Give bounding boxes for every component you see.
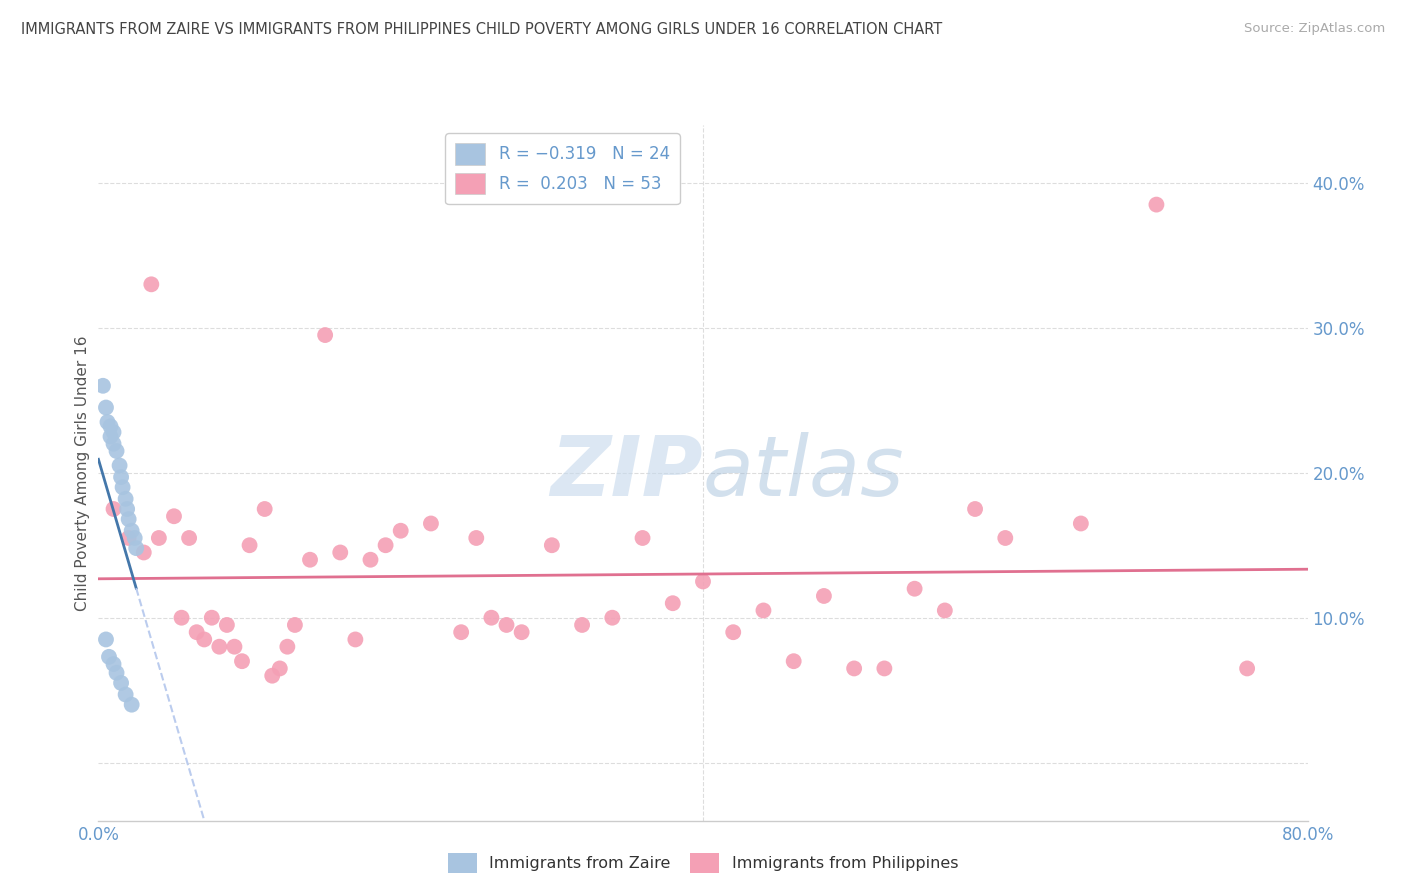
Point bbox=[110, 470, 132, 484]
Point bbox=[224, 640, 246, 654]
Point bbox=[844, 661, 866, 675]
Point bbox=[299, 552, 322, 567]
Point bbox=[96, 415, 118, 429]
Point bbox=[571, 618, 593, 632]
Point bbox=[163, 509, 186, 524]
Point bbox=[450, 625, 472, 640]
Point bbox=[118, 512, 141, 526]
Point bbox=[108, 458, 131, 473]
Point bbox=[420, 516, 443, 531]
Point bbox=[692, 574, 714, 589]
Point bbox=[813, 589, 835, 603]
Point bbox=[98, 649, 121, 664]
Point bbox=[100, 429, 122, 443]
Point bbox=[115, 502, 138, 516]
Point bbox=[276, 640, 298, 654]
Point bbox=[110, 676, 132, 690]
Point bbox=[201, 610, 224, 624]
Y-axis label: Child Poverty Among Girls Under 16: Child Poverty Among Girls Under 16 bbox=[75, 335, 90, 610]
Point bbox=[239, 538, 262, 552]
Point bbox=[103, 502, 125, 516]
Point bbox=[231, 654, 253, 668]
Point bbox=[170, 610, 193, 624]
Point bbox=[121, 698, 143, 712]
Point bbox=[1236, 661, 1258, 675]
Point bbox=[111, 480, 134, 494]
Point bbox=[934, 603, 956, 617]
Point bbox=[105, 665, 128, 680]
Point bbox=[723, 625, 745, 640]
Point bbox=[631, 531, 654, 545]
Point bbox=[783, 654, 806, 668]
Legend: R = −0.319   N = 24, R =  0.203   N = 53: R = −0.319 N = 24, R = 0.203 N = 53 bbox=[446, 133, 679, 204]
Point bbox=[215, 618, 238, 632]
Text: IMMIGRANTS FROM ZAIRE VS IMMIGRANTS FROM PHILIPPINES CHILD POVERTY AMONG GIRLS U: IMMIGRANTS FROM ZAIRE VS IMMIGRANTS FROM… bbox=[21, 22, 942, 37]
Point bbox=[118, 531, 141, 545]
Text: atlas: atlas bbox=[703, 433, 904, 513]
Point bbox=[94, 632, 117, 647]
Point bbox=[253, 502, 276, 516]
Point bbox=[752, 603, 775, 617]
Point bbox=[124, 531, 146, 545]
Point bbox=[662, 596, 685, 610]
Point bbox=[114, 491, 136, 506]
Point bbox=[495, 618, 517, 632]
Point bbox=[125, 541, 148, 555]
Point bbox=[103, 425, 125, 439]
Point bbox=[873, 661, 896, 675]
Point bbox=[465, 531, 488, 545]
Point bbox=[121, 524, 143, 538]
Point bbox=[114, 688, 136, 702]
Point bbox=[965, 502, 987, 516]
Point bbox=[103, 436, 125, 450]
Point bbox=[186, 625, 208, 640]
Text: Source: ZipAtlas.com: Source: ZipAtlas.com bbox=[1244, 22, 1385, 36]
Point bbox=[105, 444, 128, 458]
Point bbox=[994, 531, 1017, 545]
Point bbox=[602, 610, 624, 624]
Point bbox=[94, 401, 117, 415]
Point bbox=[360, 552, 382, 567]
Legend: Immigrants from Zaire, Immigrants from Philippines: Immigrants from Zaire, Immigrants from P… bbox=[441, 847, 965, 880]
Point bbox=[132, 545, 155, 559]
Point bbox=[1070, 516, 1092, 531]
Point bbox=[103, 657, 125, 671]
Point bbox=[193, 632, 215, 647]
Point bbox=[314, 328, 336, 343]
Point bbox=[540, 538, 562, 552]
Point bbox=[329, 545, 352, 559]
Point bbox=[389, 524, 412, 538]
Point bbox=[141, 277, 163, 292]
Point bbox=[904, 582, 927, 596]
Point bbox=[148, 531, 170, 545]
Point bbox=[208, 640, 231, 654]
Text: ZIP: ZIP bbox=[550, 433, 703, 513]
Point bbox=[269, 661, 291, 675]
Point bbox=[374, 538, 396, 552]
Point bbox=[510, 625, 533, 640]
Point bbox=[481, 610, 503, 624]
Point bbox=[262, 669, 284, 683]
Point bbox=[100, 419, 122, 434]
Point bbox=[179, 531, 201, 545]
Point bbox=[344, 632, 367, 647]
Point bbox=[91, 378, 114, 392]
Point bbox=[1144, 197, 1167, 211]
Point bbox=[284, 618, 307, 632]
